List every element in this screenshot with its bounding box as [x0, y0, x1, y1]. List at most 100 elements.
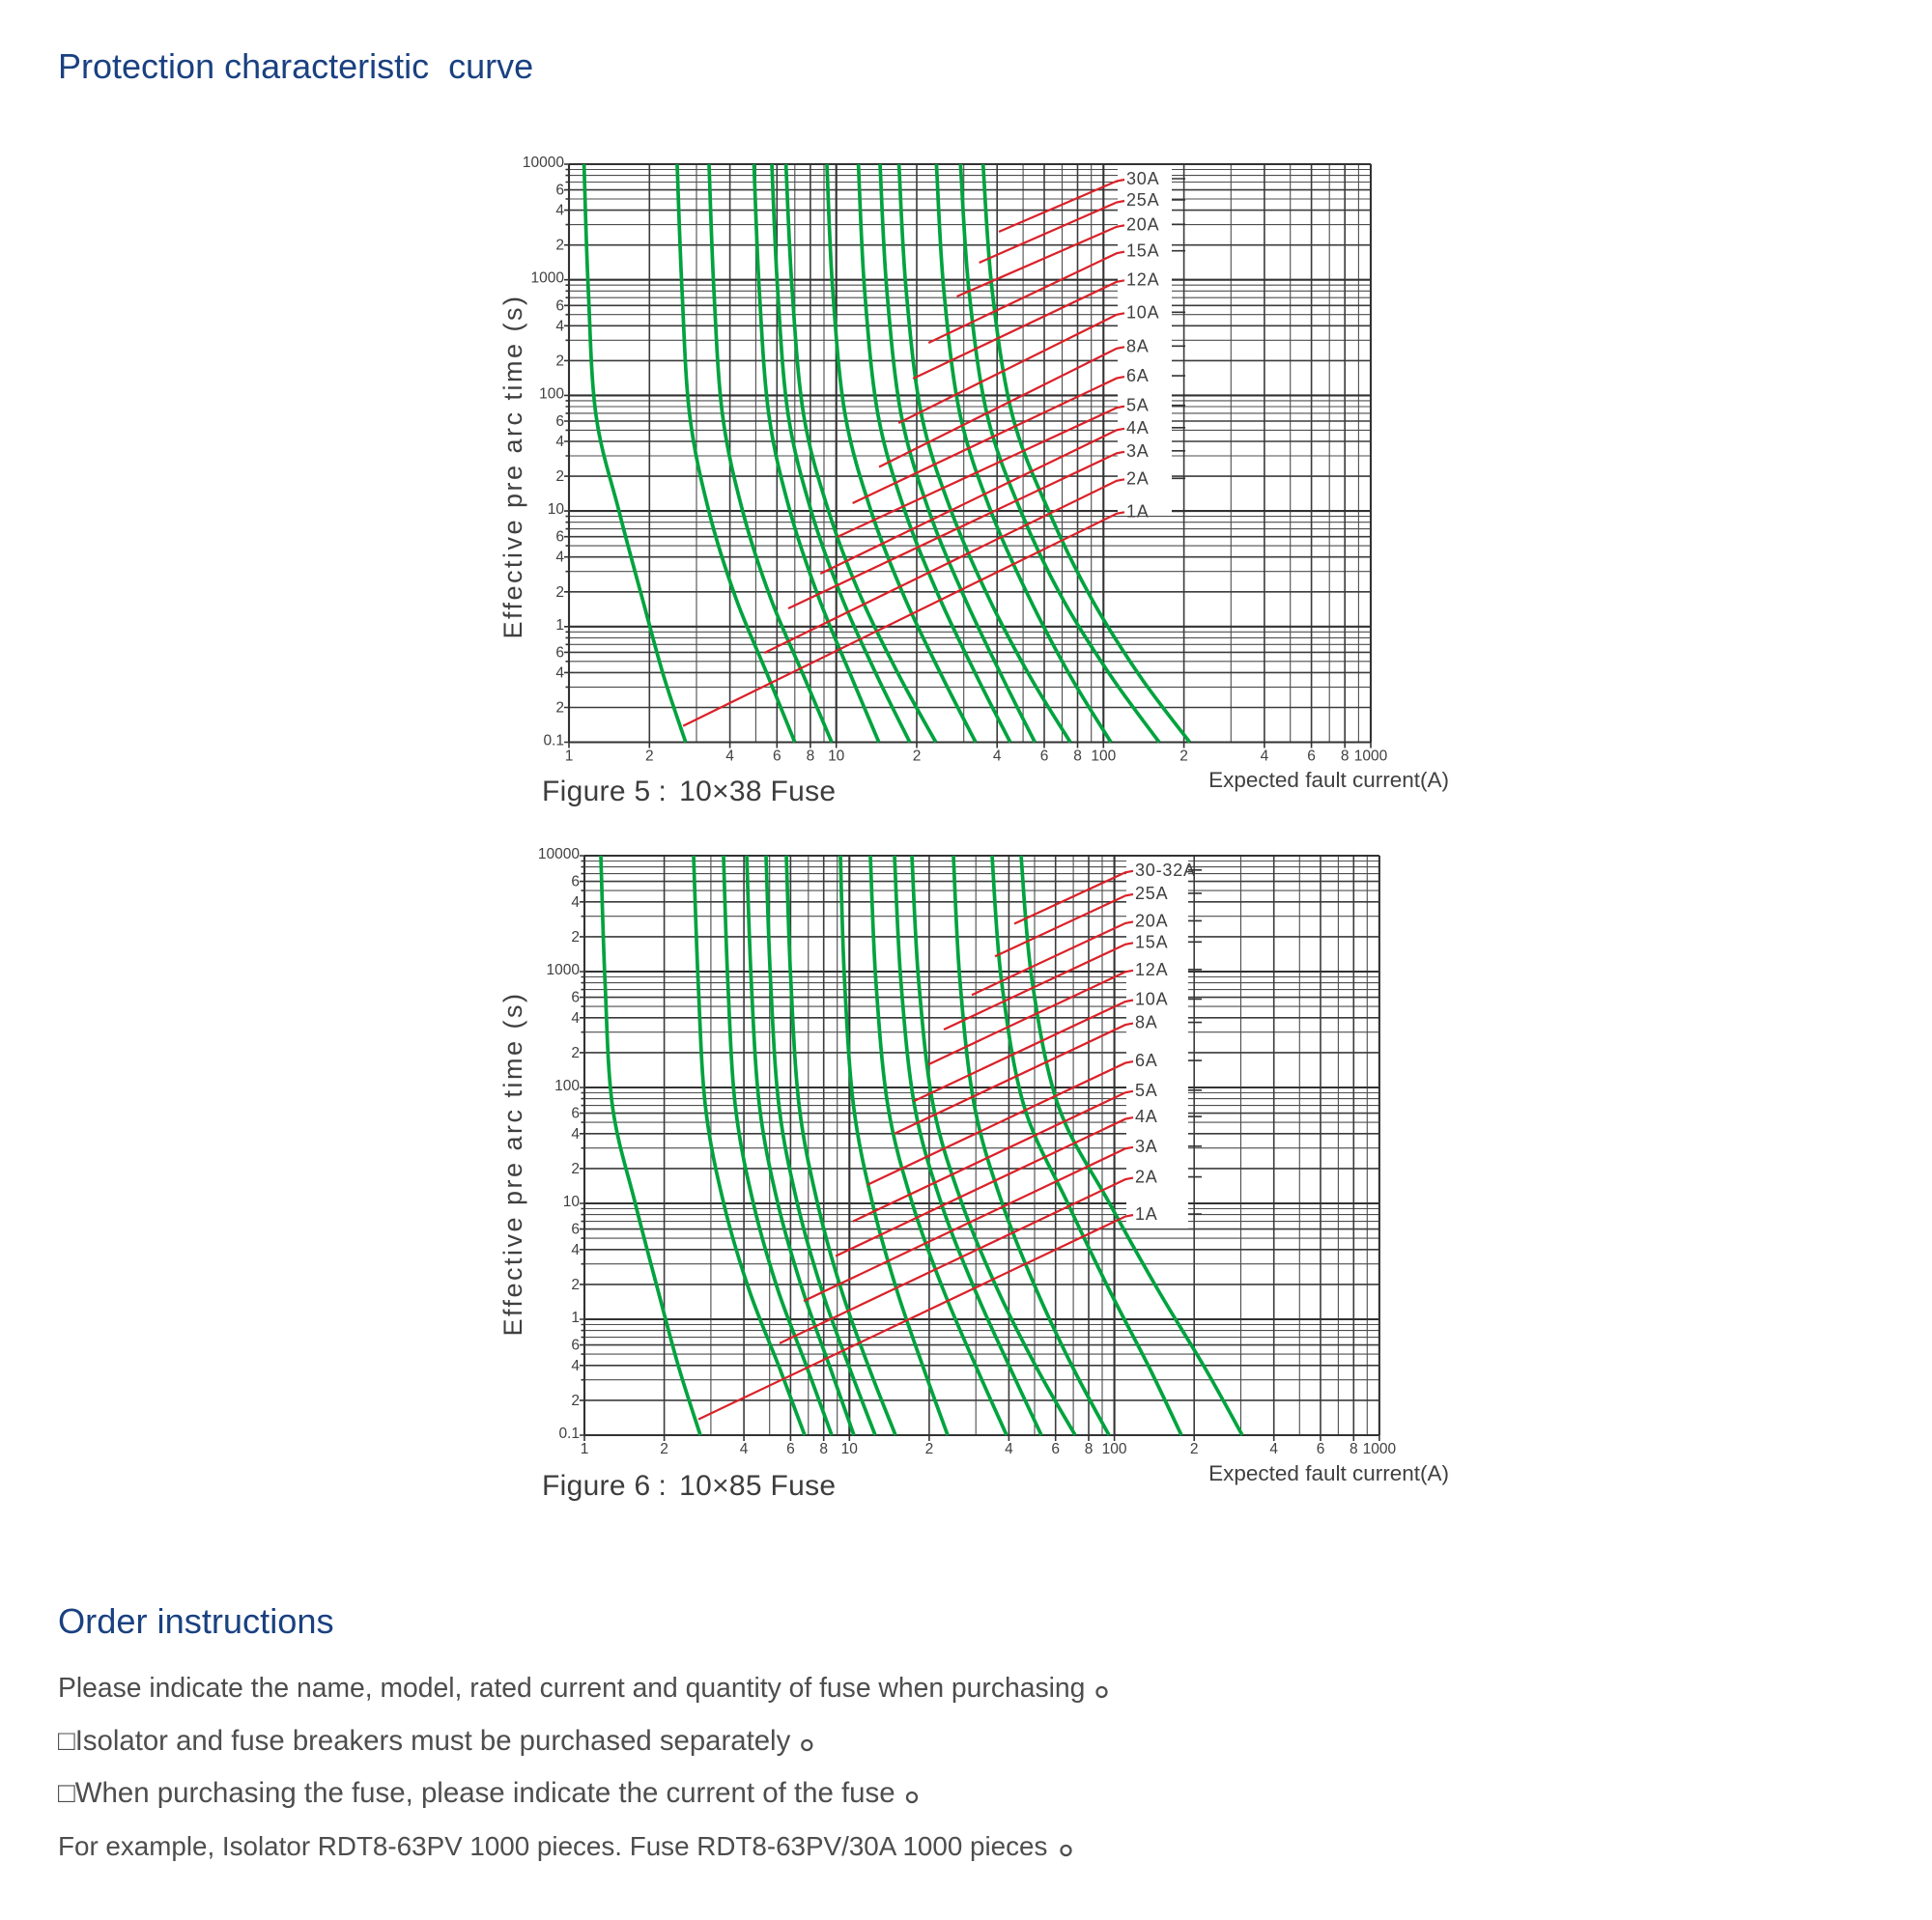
svg-text:15A: 15A	[1135, 932, 1168, 951]
svg-text:4: 4	[740, 1441, 749, 1457]
svg-text:20A: 20A	[1135, 911, 1168, 930]
svg-text:6: 6	[555, 529, 564, 546]
svg-text:8: 8	[1085, 1441, 1094, 1457]
svg-text:2: 2	[1190, 1441, 1199, 1457]
svg-text:2: 2	[571, 1393, 580, 1409]
svg-text:6: 6	[571, 1222, 580, 1238]
svg-text:□Isolator and fuse breakers mu: □Isolator and fuse breakers must be purc…	[58, 1725, 791, 1757]
svg-text:6: 6	[773, 748, 781, 765]
svg-text:□When purchasing the fuse, ple: □When purchasing the fuse, please indica…	[58, 1777, 895, 1809]
svg-text:25A: 25A	[1126, 190, 1159, 210]
svg-text:Effective pre arc time (s): Effective pre arc time (s)	[498, 991, 527, 1336]
svg-text:Effective pre arc time (s): Effective pre arc time (s)	[498, 294, 527, 638]
svg-text:100: 100	[554, 1078, 580, 1094]
svg-text:2: 2	[571, 929, 580, 946]
svg-text:6: 6	[555, 297, 564, 314]
svg-text:10A: 10A	[1135, 990, 1168, 1009]
svg-text:4: 4	[571, 1242, 580, 1258]
svg-text:1000: 1000	[531, 270, 565, 287]
svg-text:Expected fault current(A): Expected fault current(A)	[1208, 768, 1449, 792]
svg-text:1000: 1000	[1363, 1441, 1397, 1457]
svg-text:6: 6	[1040, 748, 1049, 765]
svg-text:2: 2	[660, 1441, 668, 1457]
svg-text:1000: 1000	[1354, 748, 1388, 765]
svg-text:Expected fault current(A): Expected fault current(A)	[1208, 1461, 1449, 1485]
svg-text:20A: 20A	[1126, 214, 1159, 234]
svg-text:4: 4	[1269, 1441, 1278, 1457]
svg-text:6: 6	[1307, 748, 1316, 765]
svg-text:6A: 6A	[1135, 1051, 1158, 1070]
svg-text:2: 2	[913, 748, 922, 765]
svg-text:8: 8	[819, 1441, 828, 1457]
svg-text:Please indicate the name, mode: Please indicate the name, model, rated c…	[58, 1672, 1085, 1703]
svg-text:8: 8	[807, 748, 815, 765]
svg-text:4: 4	[555, 318, 564, 334]
svg-text:4: 4	[555, 550, 564, 566]
svg-text:30-32A: 30-32A	[1135, 861, 1196, 880]
svg-text:10: 10	[828, 748, 845, 765]
svg-text:6: 6	[571, 1106, 580, 1122]
svg-text:10: 10	[841, 1441, 859, 1457]
svg-text:3A: 3A	[1126, 441, 1150, 461]
svg-text:8: 8	[1073, 748, 1082, 765]
svg-text:4: 4	[571, 1010, 580, 1027]
svg-text:12A: 12A	[1126, 269, 1159, 289]
svg-text:8A: 8A	[1135, 1013, 1158, 1032]
svg-text:10000: 10000	[523, 155, 564, 171]
svg-text:8: 8	[1341, 748, 1350, 765]
svg-text:2A: 2A	[1135, 1168, 1158, 1187]
svg-text:12A: 12A	[1135, 960, 1168, 979]
svg-text:10: 10	[548, 501, 565, 518]
svg-text:6: 6	[1317, 1441, 1325, 1457]
svg-text:2: 2	[555, 353, 564, 369]
svg-text:1: 1	[565, 748, 574, 765]
svg-text:4A: 4A	[1126, 418, 1150, 438]
svg-text:6: 6	[571, 874, 580, 890]
svg-text:1A: 1A	[1135, 1204, 1158, 1224]
svg-text:4: 4	[571, 894, 580, 911]
svg-text:25A: 25A	[1135, 884, 1168, 903]
svg-text:2: 2	[555, 584, 564, 601]
svg-text:2: 2	[555, 468, 564, 485]
svg-text:4: 4	[571, 1358, 580, 1374]
svg-text:4: 4	[1005, 1441, 1013, 1457]
svg-text:4: 4	[571, 1126, 580, 1143]
svg-text:3A: 3A	[1135, 1137, 1158, 1156]
svg-text:6: 6	[571, 990, 580, 1006]
svg-text:8: 8	[1350, 1441, 1358, 1457]
svg-text:2: 2	[1179, 748, 1188, 765]
svg-text:8A: 8A	[1126, 336, 1150, 355]
svg-text:30A: 30A	[1126, 169, 1159, 188]
svg-text:100: 100	[1091, 748, 1116, 765]
svg-text:1: 1	[581, 1441, 589, 1457]
svg-text:4: 4	[993, 748, 1002, 765]
svg-text:6: 6	[555, 644, 564, 661]
svg-text:2: 2	[555, 700, 564, 717]
svg-text:1A: 1A	[1126, 501, 1150, 521]
svg-text:100: 100	[1102, 1441, 1127, 1457]
svg-text:4: 4	[725, 748, 734, 765]
svg-text:2: 2	[571, 1277, 580, 1293]
svg-text:4A: 4A	[1135, 1107, 1158, 1126]
svg-text:2A: 2A	[1126, 468, 1150, 488]
svg-text:1: 1	[555, 617, 564, 634]
svg-text:2: 2	[571, 1161, 580, 1177]
svg-text:6: 6	[555, 413, 564, 430]
svg-text:6A: 6A	[1126, 366, 1150, 385]
svg-text:6: 6	[786, 1441, 795, 1457]
svg-text:15A: 15A	[1126, 241, 1159, 261]
svg-text:2: 2	[555, 238, 564, 254]
svg-text:5A: 5A	[1135, 1081, 1158, 1100]
svg-text:0.1: 0.1	[558, 1426, 580, 1442]
svg-text:Figure 6:10×85 Fuse: Figure 6:10×85 Fuse	[542, 1470, 836, 1502]
svg-text:Figure 5:10×38 Fuse: Figure 5:10×38 Fuse	[542, 776, 836, 807]
svg-text:100: 100	[539, 385, 564, 402]
svg-text:10000: 10000	[538, 846, 580, 862]
svg-text:1000: 1000	[547, 962, 581, 978]
svg-text:6: 6	[555, 183, 564, 199]
svg-text:4: 4	[555, 664, 564, 681]
svg-text:2: 2	[925, 1441, 934, 1457]
svg-text:4: 4	[555, 434, 564, 450]
svg-text:10: 10	[563, 1194, 581, 1210]
svg-text:Protection characteristic cur: Protection characteristic curve	[58, 46, 533, 86]
